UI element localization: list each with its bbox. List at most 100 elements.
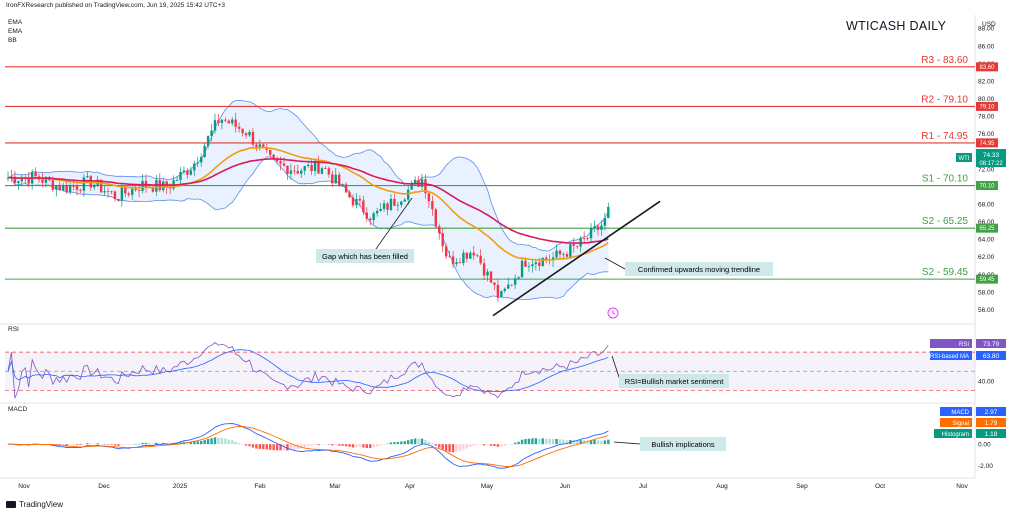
candle-body: [531, 264, 534, 267]
rsi-value: 73.79: [983, 341, 1000, 348]
price-tick-label: 88.00: [978, 26, 995, 33]
trendline-callout-text: Confirmed upwards moving trendline: [638, 265, 760, 274]
macd-histogram-bar: [93, 443, 96, 445]
macd-histogram-bar: [507, 444, 510, 445]
macd-histogram-bar: [210, 438, 213, 445]
candle-body: [369, 218, 372, 221]
gap-callout-box: [316, 249, 414, 263]
rsi-pane-title: RSI: [8, 326, 19, 333]
candle-body: [365, 212, 368, 219]
macd-histogram-bar: [479, 444, 482, 445]
macd-histogram-bar: [193, 441, 196, 445]
level-tag-bg: [976, 181, 998, 191]
alert-icon[interactable]: [607, 307, 619, 319]
candle-body: [576, 245, 579, 247]
candle-body: [341, 184, 344, 187]
level-tag: 83.60: [979, 65, 995, 71]
candle-body: [20, 178, 23, 182]
price-tick-label: 58.00: [978, 289, 995, 296]
candle-body: [327, 168, 331, 175]
macd-histogram-bar: [431, 443, 434, 445]
candle-body: [572, 244, 575, 246]
candle-body: [607, 206, 610, 219]
macd-histogram-bar: [355, 444, 358, 448]
published-note: IronFXResearch published on TradingView.…: [6, 2, 226, 9]
macd-histogram-bar: [589, 440, 593, 445]
candle-body: [262, 144, 265, 148]
candle-body: [389, 198, 393, 210]
macd-histogram-bar: [72, 444, 75, 445]
macd-histogram-bar: [158, 443, 161, 445]
candle-body: [213, 120, 217, 131]
rsi-legend-name: RSI: [959, 342, 969, 348]
macd-histogram-bar: [99, 444, 103, 445]
candle-body: [117, 199, 120, 201]
macd-histogram-bar: [427, 441, 431, 445]
candle-body: [244, 133, 248, 136]
macd-histogram-bar: [203, 440, 206, 445]
level-label: R1 - 74.95: [921, 131, 968, 142]
level-tag-bg: [976, 101, 998, 111]
macd-histogram-bar: [248, 444, 251, 447]
tradingview-logo[interactable]: TradingView: [6, 500, 63, 509]
macd-histogram-bar: [593, 439, 596, 445]
rsi-ma-legend-name: RSI-based MA: [930, 354, 969, 360]
macd-histogram-bar: [89, 443, 92, 445]
macd-histogram-bar: [441, 444, 444, 450]
candle-body: [431, 201, 434, 210]
macd-histogram-bar: [527, 438, 531, 445]
macd-histogram-bar: [68, 444, 72, 446]
price-tick-label: 78.00: [978, 114, 995, 121]
macd-histogram-bar: [106, 444, 110, 445]
bollinger-fill: [8, 100, 609, 300]
candle-body: [562, 254, 565, 255]
candle-body: [534, 262, 538, 265]
macd-histogram-bar: [62, 444, 65, 446]
candle-body: [220, 119, 224, 124]
level-tag-bg: [976, 274, 998, 284]
signal-value: 1.79: [985, 420, 998, 427]
macd-histogram-bar: [372, 444, 375, 448]
macd-callout-box: [640, 437, 726, 451]
candle-body: [482, 263, 486, 276]
level-tag: 79.10: [979, 104, 995, 110]
candle-body: [224, 119, 227, 121]
candle-body: [269, 149, 272, 155]
candle-body: [217, 120, 220, 124]
macd-histogram-bar: [117, 444, 120, 446]
candle-body: [393, 198, 396, 206]
macd-histogram-bar: [538, 438, 541, 445]
time-tick-label: Aug: [716, 483, 728, 490]
level-tag-bg: [976, 138, 998, 148]
candle-body: [182, 170, 186, 173]
macd-histogram-bar: [369, 444, 372, 449]
candle-body: [151, 187, 155, 192]
macd-histogram-bar: [500, 444, 503, 447]
macd-histogram-bar: [572, 440, 575, 445]
candle-body: [248, 131, 251, 136]
candle-body: [51, 180, 55, 190]
last-price-tag: WTI 74.33 08:17:22: [956, 149, 1006, 167]
candle-body: [451, 256, 455, 265]
indicator-bb: BB: [8, 37, 17, 44]
candle-body: [427, 193, 431, 202]
macd-histogram-bar: [362, 444, 365, 448]
candle-body: [231, 119, 234, 124]
macd-histogram-bar: [141, 442, 144, 445]
candle-body: [600, 225, 603, 230]
macd-histogram-bar: [462, 444, 465, 450]
macd-histogram-bar: [220, 437, 224, 445]
macd-histogram-bar: [379, 444, 382, 446]
macd-histogram-bar: [524, 439, 527, 445]
candle-body: [86, 176, 89, 178]
macd-histogram-bar: [217, 437, 220, 445]
rsi-ma-line: [7, 349, 609, 393]
last-price-symbol: WTI: [959, 156, 970, 162]
macd-histogram-bar: [86, 443, 89, 445]
candle-body: [289, 170, 293, 174]
candle-body: [272, 154, 275, 159]
level-label: R2 - 79.10: [921, 94, 968, 105]
candle-body: [186, 170, 189, 175]
candle-body: [403, 199, 406, 202]
macd-histogram-bar: [313, 444, 317, 445]
